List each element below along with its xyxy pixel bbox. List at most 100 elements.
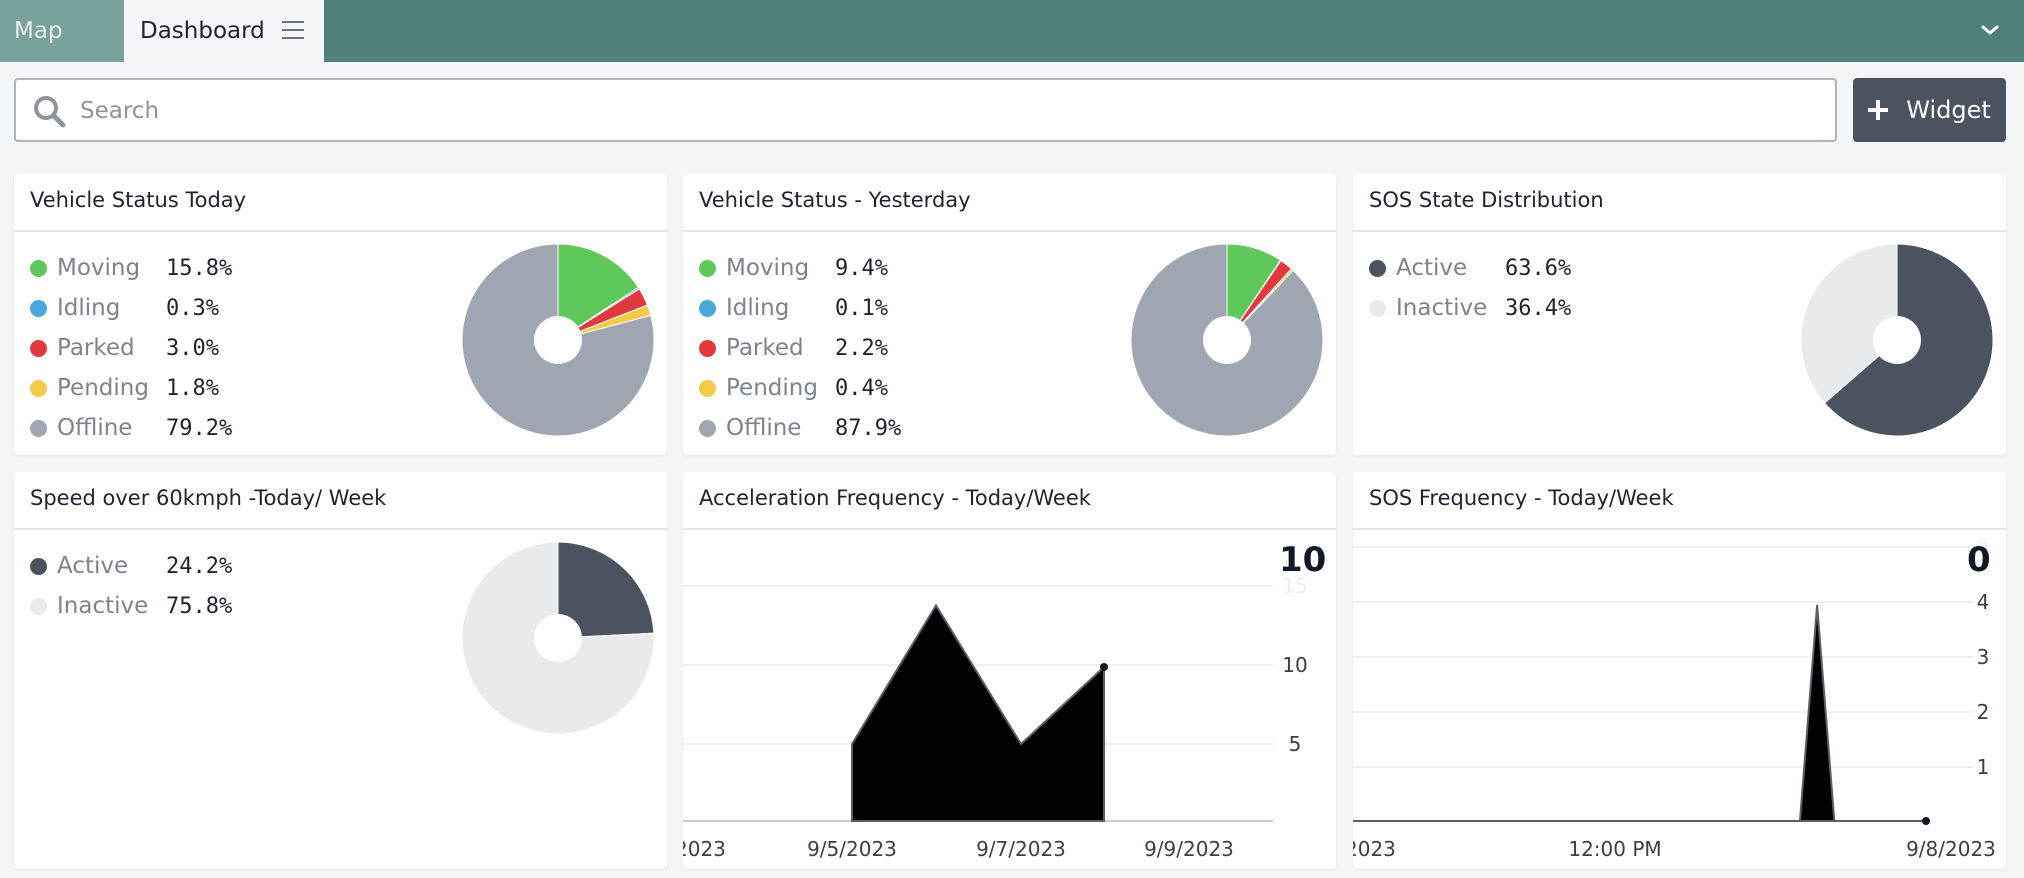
- x-tick-partial: 2023: [1353, 837, 1396, 861]
- legend-item-offline[interactable]: Offline 87.9%: [699, 408, 1029, 448]
- current-value: 10: [1279, 540, 1327, 580]
- divider: [683, 230, 1336, 232]
- donut-hole: [534, 316, 582, 364]
- legend-item-pending[interactable]: Pending 0.4%: [699, 368, 1029, 408]
- pie-slice-inactive[interactable]: [1800, 243, 1898, 404]
- legend-dot: [30, 597, 47, 615]
- donut-hole: [1873, 316, 1921, 364]
- legend-label: Offline: [57, 415, 133, 441]
- legend-dot: [30, 379, 47, 397]
- donut-hole: [534, 614, 582, 662]
- legend-item-moving[interactable]: Moving 9.4%: [699, 248, 1029, 288]
- speed-pie-chart[interactable]: [458, 538, 658, 738]
- search-placeholder[interactable]: Search: [80, 98, 160, 124]
- plus-icon: [1868, 100, 1889, 120]
- widget-title: Acceleration Frequency - Today/Week: [699, 486, 1091, 510]
- acceleration-last-point: [1100, 663, 1108, 671]
- vehicle-status-yesterday-pie-chart[interactable]: [1127, 240, 1327, 440]
- legend-value: 79.2%: [166, 415, 233, 441]
- tab-dashboard-label: Dashboard: [140, 18, 265, 44]
- sos-frequency-area-chart[interactable]: 5 4 3 2 1 2023 12:00 PM 9/8/2023: [1353, 472, 2006, 869]
- legend-dot: [30, 339, 47, 357]
- acceleration-area-chart[interactable]: 15 10 5 2023 9/5/2023 9/7/2023 9/9/2023: [683, 472, 1336, 869]
- legend-dot: [1369, 299, 1386, 317]
- legend: Active 63.6% Inactive 36.4%: [1369, 248, 1699, 328]
- legend-value: 75.8%: [166, 593, 233, 619]
- vehicle-status-today-pie-chart[interactable]: [458, 240, 658, 440]
- x-tick: 9/7/2023: [976, 837, 1066, 861]
- pie-slice-offline[interactable]: [461, 243, 655, 437]
- legend: Moving 9.4% Idling 0.1% Parked 2.2% Pending…: [699, 248, 1029, 448]
- legend-label: Inactive: [1396, 295, 1488, 321]
- legend-label: Inactive: [57, 593, 149, 619]
- divider: [683, 528, 1336, 530]
- legend-dot: [699, 419, 716, 437]
- sos-frequency-widget: SOS Frequency - Today/Week 5 4 3 2 1 202…: [1353, 472, 2006, 869]
- tab-map[interactable]: Map: [0, 0, 124, 62]
- pie-slice-moving[interactable]: [557, 243, 640, 341]
- x-tick: 9/9/2023: [1144, 837, 1234, 861]
- widget-title: SOS State Distribution: [1369, 188, 1604, 212]
- legend-label: Moving: [726, 255, 810, 281]
- tab-dashboard[interactable]: Dashboard: [124, 0, 324, 62]
- legend-dot: [699, 299, 716, 317]
- pie-slice-active[interactable]: [557, 541, 655, 639]
- widget-title: Vehicle Status - Yesterday: [699, 188, 971, 212]
- pie-slice-inactive[interactable]: [461, 541, 655, 735]
- vehicle-status-yesterday-widget: Vehicle Status - Yesterday Moving 9.4% Id…: [683, 174, 1336, 455]
- sos-state-pie-chart[interactable]: [1797, 240, 1997, 440]
- sos-frequency-area: [1353, 604, 1926, 822]
- add-widget-label: Widget: [1906, 96, 1991, 124]
- legend-dot: [699, 379, 716, 397]
- legend-item-active[interactable]: Active 63.6%: [1369, 248, 1699, 288]
- x-tick: 9/5/2023: [807, 837, 897, 861]
- sos-frequency-last-point: [1922, 817, 1930, 825]
- legend-item-moving[interactable]: Moving 15.8%: [30, 248, 360, 288]
- legend-item-inactive[interactable]: Inactive 36.4%: [1369, 288, 1699, 328]
- legend-label: Idling: [57, 295, 121, 321]
- donut-hole: [1203, 316, 1251, 364]
- legend-dot: [30, 557, 47, 575]
- legend-value: 1.8%: [166, 375, 219, 401]
- legend-label: Moving: [57, 255, 141, 281]
- legend-item-parked[interactable]: Parked 3.0%: [30, 328, 360, 368]
- legend-value: 63.6%: [1505, 255, 1572, 281]
- divider: [1353, 230, 2006, 232]
- sos-state-distribution-widget: SOS State Distribution Active 63.6% Inact…: [1353, 174, 2006, 455]
- acceleration-frequency-widget: Acceleration Frequency - Today/Week 15 1…: [683, 472, 1336, 869]
- current-value: 0: [1967, 540, 1991, 580]
- legend-item-inactive[interactable]: Inactive 75.8%: [30, 586, 360, 626]
- divider: [14, 230, 667, 232]
- x-tick: 9/8/2023: [1906, 837, 1996, 861]
- menu-icon[interactable]: [282, 21, 304, 39]
- chevron-down-icon[interactable]: [1978, 18, 2002, 42]
- legend-label: Parked: [726, 335, 804, 361]
- legend-value: 36.4%: [1505, 295, 1572, 321]
- legend-dot: [30, 299, 47, 317]
- y-tick-4: 4: [1977, 590, 1990, 614]
- legend-dot: [30, 259, 47, 277]
- legend-dot: [30, 419, 47, 437]
- y-tick-2: 2: [1977, 700, 1990, 724]
- legend-label: Active: [57, 553, 129, 579]
- search-field[interactable]: Search: [14, 78, 1837, 142]
- legend-value: 0.1%: [835, 295, 888, 321]
- legend: Moving 15.8% Idling 0.3% Parked 3.0% Pendin…: [30, 248, 360, 448]
- legend-label: Parked: [57, 335, 135, 361]
- legend-dot: [1369, 259, 1386, 277]
- legend-item-active[interactable]: Active 24.2%: [30, 546, 360, 586]
- y-tick-3: 3: [1977, 645, 1990, 669]
- legend-item-pending[interactable]: Pending 1.8%: [30, 368, 360, 408]
- add-widget-button[interactable]: Widget: [1853, 78, 2006, 142]
- legend-dot: [699, 339, 716, 357]
- legend-item-idling[interactable]: Idling 0.3%: [30, 288, 360, 328]
- legend-item-idling[interactable]: Idling 0.1%: [699, 288, 1029, 328]
- legend-value: 15.8%: [166, 255, 233, 281]
- legend-label: Offline: [726, 415, 802, 441]
- y-tick-1: 1: [1977, 755, 1990, 779]
- legend-item-parked[interactable]: Parked 2.2%: [699, 328, 1029, 368]
- speed-over-60kmph-widget: Speed over 60kmph -Today/ Week Active 24.…: [14, 472, 667, 869]
- legend-item-offline[interactable]: Offline 79.2%: [30, 408, 360, 448]
- legend-dot: [699, 259, 716, 277]
- legend-value: 87.9%: [835, 415, 902, 441]
